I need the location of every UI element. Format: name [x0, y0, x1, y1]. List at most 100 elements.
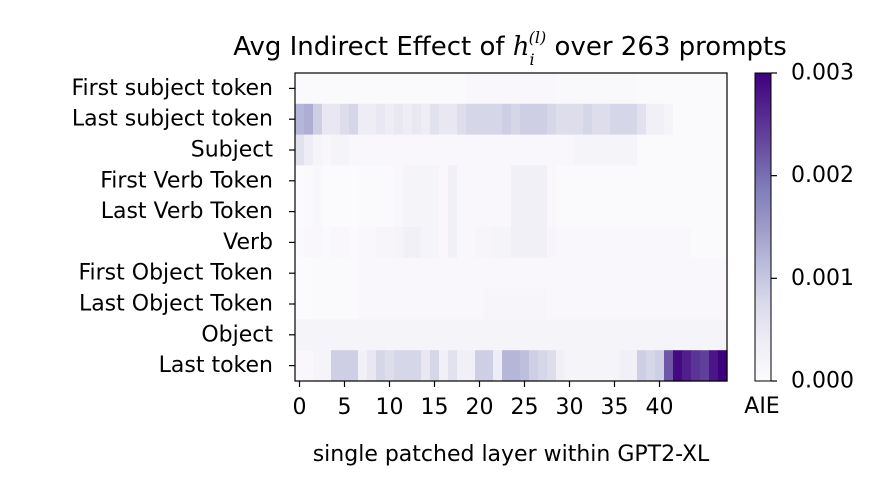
heatmap-cell — [448, 288, 458, 320]
heatmap-cell — [718, 319, 728, 351]
heatmap-cell — [466, 73, 476, 105]
heatmap-cell — [592, 134, 602, 166]
heatmap-cell — [484, 227, 494, 259]
heatmap-cell — [601, 73, 611, 105]
heatmap-cell — [682, 319, 692, 351]
heatmap-cell — [610, 134, 620, 166]
heatmap-cell — [718, 227, 728, 259]
heatmap-cell — [709, 227, 719, 259]
heatmap-cell — [556, 103, 566, 136]
colorbar-ticks: 0.000 0.001 0.002 0.003 — [771, 61, 854, 394]
heatmap-cell — [718, 165, 728, 197]
heatmap-cell — [322, 73, 332, 105]
heatmap-cell — [493, 165, 503, 197]
heatmap-cell — [673, 165, 683, 197]
heatmap-cell — [682, 227, 692, 259]
heatmap-cell — [349, 288, 359, 320]
heatmap-cell — [691, 227, 701, 259]
heatmap-cell — [304, 288, 314, 320]
heatmap-cell — [583, 165, 593, 197]
heatmap-cell — [601, 165, 611, 197]
title-superscript: (l) — [529, 28, 547, 47]
heatmap-cell — [358, 73, 368, 105]
heatmap-cell — [601, 288, 611, 320]
heatmap-cell — [493, 257, 503, 290]
heatmap-cell — [322, 134, 332, 166]
heatmap-cell — [556, 288, 566, 320]
heatmap-cell — [430, 319, 440, 351]
heatmap-cell — [655, 350, 665, 382]
heatmap-cell — [331, 257, 341, 290]
heatmap-cell — [412, 350, 422, 382]
heatmap-cell — [358, 350, 368, 382]
heatmap-cell — [655, 288, 665, 320]
heatmap-cell — [547, 196, 557, 228]
heatmap-cell — [340, 227, 350, 259]
colorbar-tick-label: 0.001 — [791, 266, 854, 291]
heatmap-cell — [664, 288, 674, 320]
heatmap-cell — [403, 350, 413, 382]
heatmap-cell — [565, 227, 575, 259]
heatmap-cell — [700, 73, 710, 105]
heatmap-cell — [682, 134, 692, 166]
heatmap-cell — [466, 103, 476, 136]
heatmap-cell — [574, 103, 584, 136]
heatmap-cell — [511, 73, 521, 105]
heatmap-cell — [322, 319, 332, 351]
heatmap-cell — [538, 350, 548, 382]
heatmap-cell — [466, 227, 476, 259]
heatmap-cell — [664, 319, 674, 351]
heatmap-cell — [475, 196, 485, 228]
heatmap-cell — [421, 103, 431, 136]
heatmap-cell — [457, 134, 467, 166]
heatmap-cell — [313, 257, 323, 290]
heatmap-cell — [448, 227, 458, 259]
heatmap-cell — [412, 196, 422, 228]
heatmap-cell — [394, 196, 404, 228]
heatmap-cell — [556, 73, 566, 105]
heatmap-cell — [331, 73, 341, 105]
heatmap-cell — [430, 134, 440, 166]
x-tick-label: 0 — [293, 395, 307, 420]
heatmap-cell — [610, 319, 620, 351]
heatmap-cell — [340, 288, 350, 320]
heatmap-cell — [547, 134, 557, 166]
heatmap-cell — [313, 165, 323, 197]
heatmap-cell — [709, 165, 719, 197]
heatmap-cell — [610, 227, 620, 259]
heatmap-cell — [313, 288, 323, 320]
heatmap-cell — [592, 196, 602, 228]
heatmap-cell — [700, 288, 710, 320]
heatmap-cell — [601, 196, 611, 228]
heatmap-cell — [538, 134, 548, 166]
colorbar-tick-label: 0.002 — [791, 163, 854, 188]
heatmap-cell — [529, 196, 539, 228]
heatmap-cell — [484, 350, 494, 382]
heatmap-cell — [349, 257, 359, 290]
heatmap-cell — [700, 227, 710, 259]
heatmap-cell — [511, 165, 521, 197]
heatmap-cell — [457, 350, 467, 382]
heatmap-cell — [349, 350, 359, 382]
heatmap-cell — [304, 165, 314, 197]
heatmap-cell — [565, 134, 575, 166]
heatmap-cell — [619, 288, 629, 320]
heatmap-cell — [637, 227, 647, 259]
heatmap-cell — [394, 73, 404, 105]
heatmap-cell — [664, 73, 674, 105]
heatmap-cell — [529, 319, 539, 351]
heatmap-cell — [484, 319, 494, 351]
heatmap-cell — [295, 196, 305, 228]
heatmap-cell — [592, 73, 602, 105]
heatmap-cell — [295, 73, 305, 105]
heatmap-cell — [502, 134, 512, 166]
heatmap-cell — [610, 165, 620, 197]
heatmap-cell — [349, 227, 359, 259]
heatmap-cell — [628, 103, 638, 136]
heatmap-cell — [718, 257, 728, 290]
heatmap-cell — [385, 227, 395, 259]
heatmap-cell — [457, 227, 467, 259]
heatmap-cell — [421, 134, 431, 166]
heatmap-cell — [502, 196, 512, 228]
heatmap-cell — [601, 350, 611, 382]
